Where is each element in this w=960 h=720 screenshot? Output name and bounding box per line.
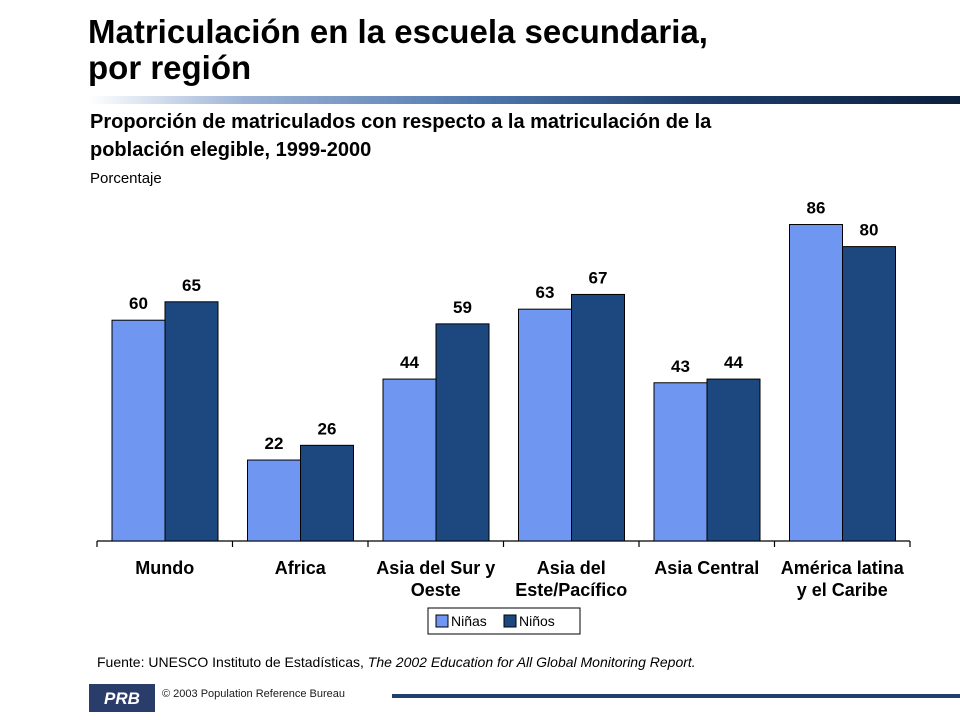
chart-subtitle: Proporción de matriculados con respecto … [90,108,890,164]
source-note: Fuente: UNESCO Instituto de Estadísticas… [97,654,696,670]
unit-label: Porcentaje [90,170,162,187]
bar-ninas [382,378,437,542]
legend: Niñas Niños [427,607,581,635]
copyright-text: © 2003 Population Reference Bureau [162,688,346,700]
page-title: Matriculación en la escuela secundaria, … [88,14,908,86]
data-label: 63 [536,283,555,302]
bar-ninas [789,224,843,542]
bar-ninos [706,378,761,542]
footer-rule [392,694,960,698]
category-label: y el Caribe [797,580,888,600]
legend-label: Niños [519,613,555,629]
legend-swatch-ninos [503,614,517,628]
bar-ninos [571,293,625,542]
data-label: 22 [265,434,284,453]
category-label: Este/Pacífico [515,580,627,600]
category-label: Africa [275,558,327,578]
category-label: Mundo [135,558,194,578]
data-label: 59 [453,298,472,317]
source-report-title: The 2002 Education for All Global Monito… [367,654,696,670]
bar-ninas [653,382,708,542]
bar-ninos [300,444,354,542]
data-label: 43 [671,357,690,376]
data-label: 44 [400,353,419,372]
title-line-1: Matriculación en la escuela secundaria, [88,13,708,50]
data-label: 67 [589,268,608,287]
category-label: Asia Central [654,558,759,578]
bar-ninas [247,459,301,542]
title-line-2: por región [88,49,252,86]
data-label: 86 [807,199,826,218]
data-label: 26 [318,419,337,438]
bar-ninas [518,308,572,542]
prb-logo-text: PRB [104,689,140,708]
bar-ninos [435,323,490,542]
subtitle-line-2: población elegible, 1999-2000 [90,139,372,161]
legend-swatch-ninas [435,614,449,628]
category-label: América latina [781,558,905,578]
title-gradient-rule [88,96,960,104]
data-label: 60 [129,294,148,313]
data-label: 80 [860,221,879,240]
bar-ninos [164,301,219,542]
legend-label: Niñas [451,613,487,629]
data-label: 44 [724,353,743,372]
category-label: Oeste [411,580,461,600]
subtitle-line-1: Proporción de matriculados con respecto … [90,111,712,133]
prb-logo: PRB [89,684,155,712]
bar-ninos [842,246,896,542]
source-prefix: Fuente: UNESCO Instituto de Estadísticas… [97,654,368,670]
category-label: Asia del [537,558,606,578]
category-label: Asia del Sur y [376,558,495,578]
bar-ninas [111,319,166,542]
data-label: 65 [182,276,201,295]
